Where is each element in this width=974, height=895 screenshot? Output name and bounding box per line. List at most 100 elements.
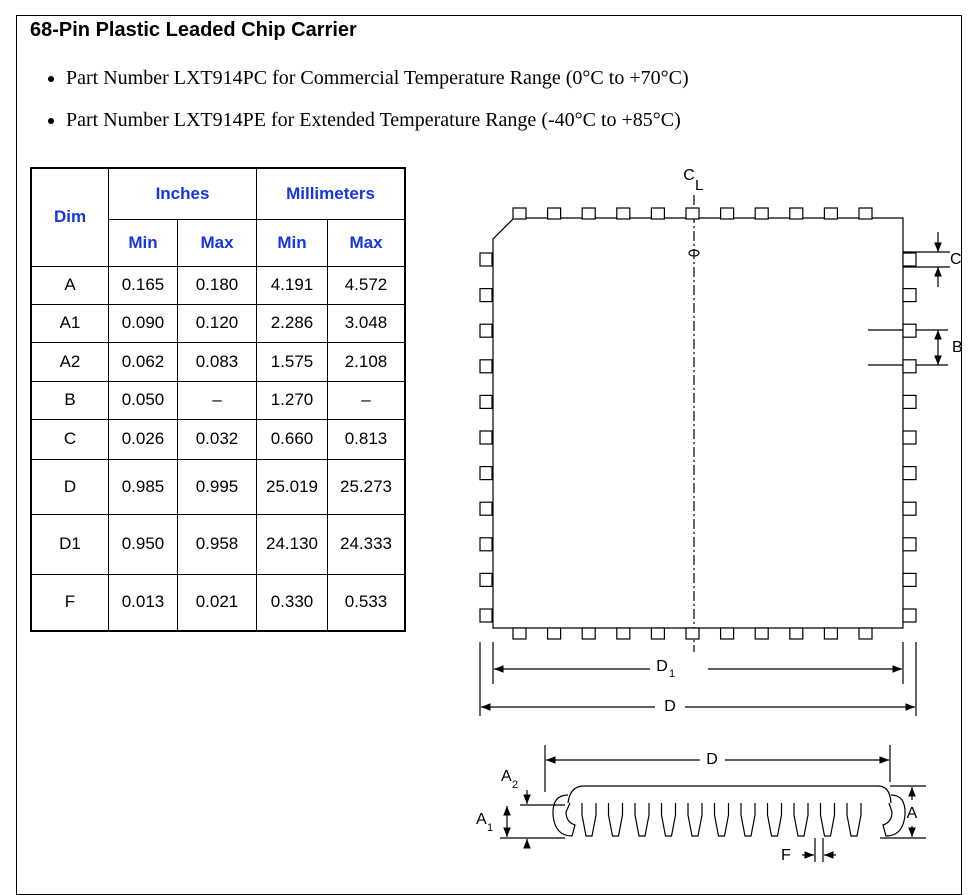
dim-cell: A1 — [30, 303, 109, 343]
value-cell: 0.958 — [177, 513, 257, 575]
table-row: B 0.050–1.270– — [30, 380, 406, 420]
lead — [607, 803, 624, 837]
pin — [479, 608, 493, 623]
pin — [546, 627, 562, 640]
value-cell: 2.286 — [256, 303, 328, 343]
pin — [581, 207, 596, 220]
lead — [634, 803, 650, 837]
pin — [754, 207, 769, 220]
value-cell: 4.191 — [256, 265, 328, 305]
value-cell: 0.062 — [108, 341, 178, 382]
table-row: D1 0.950 0.958 24.130 24.333 — [30, 513, 406, 575]
pin — [754, 627, 769, 640]
dim-label: D — [656, 658, 668, 675]
dim-label: A — [501, 768, 512, 785]
dim-label: C — [683, 167, 695, 184]
pin — [719, 207, 735, 220]
dim-label: C — [950, 251, 962, 268]
pin — [789, 207, 804, 220]
value-cell: 4.572 — [327, 265, 406, 305]
value-cell: 0.660 — [256, 418, 328, 460]
value-cell: 2.108 — [327, 341, 406, 382]
value-cell: 1.575 — [256, 341, 328, 382]
pin — [616, 207, 631, 220]
bullet: Part Number LXT914PE for Extended Temper… — [66, 106, 689, 148]
pin — [512, 627, 527, 640]
dim-label-sub: 1 — [669, 668, 675, 680]
table-row: A2 0.062 0.083 1.575 2.108 — [30, 341, 406, 382]
dim-label: D — [706, 751, 718, 768]
pin — [902, 359, 917, 374]
dim-cell: C — [30, 418, 109, 460]
pin — [479, 394, 493, 409]
value-cell: 24.130 — [256, 513, 328, 575]
value-cell: – — [327, 380, 406, 420]
pin — [858, 207, 873, 220]
dim-cell: B — [30, 380, 109, 420]
table-row: C 0.026 0.032 0.660 0.813 — [30, 418, 406, 460]
pin — [902, 252, 917, 267]
pin — [512, 207, 527, 220]
pin — [902, 501, 917, 516]
pin — [858, 627, 873, 640]
diagram-labels: C L C B D 1 D D A 2 A 1 A F — [476, 167, 963, 864]
dim-cell: D1 — [30, 513, 109, 575]
page: 68-Pin Plastic Leaded Chip Carrier Part … — [0, 0, 974, 876]
pin — [479, 323, 493, 338]
header-cell: Inches — [108, 167, 257, 220]
value-cell: 25.273 — [327, 458, 406, 515]
table-row: F 0.013 0.021 0.330 0.533 — [30, 573, 406, 632]
dim-label-sub: 1 — [487, 822, 493, 834]
lead — [581, 803, 597, 837]
value-cell: 0.021 — [177, 573, 257, 632]
bullet: Part Number LXT914PC for Commercial Temp… — [66, 64, 689, 106]
dim-label-sub: 2 — [512, 779, 518, 791]
pin — [719, 627, 735, 640]
pin — [479, 572, 493, 588]
value-cell: 0.533 — [327, 573, 406, 632]
marker — [688, 249, 700, 257]
pin — [685, 627, 700, 640]
dim-cell: A2 — [30, 341, 109, 382]
pin — [823, 627, 839, 640]
value-cell: – — [177, 380, 257, 420]
dim-label: B — [952, 339, 963, 356]
value-cell: 24.333 — [327, 513, 406, 575]
package-diagram: C L C B D 1 D D A 2 A 1 A F — [476, 167, 963, 864]
lead — [687, 803, 703, 837]
header-cell: Max — [327, 218, 406, 267]
lead — [793, 803, 809, 837]
pin — [902, 608, 917, 623]
value-cell: 0.330 — [256, 573, 328, 632]
value-cell: 0.985 — [108, 458, 178, 515]
dim-cell: F — [30, 573, 109, 632]
dimension-table: Dim Inches Millimeters Min Max Min Max A… — [30, 167, 406, 632]
value-cell: 0.995 — [177, 458, 257, 515]
end-lead — [552, 794, 576, 837]
pin — [685, 207, 700, 220]
pin — [902, 394, 917, 409]
dim-label-sub: L — [695, 177, 703, 194]
value-cell: 0.032 — [177, 418, 257, 460]
dim-label: A — [907, 805, 918, 822]
end-lead — [882, 794, 906, 837]
header-cell: Min — [256, 218, 328, 267]
value-cell: 0.950 — [108, 513, 178, 575]
pin — [479, 501, 493, 516]
pin — [902, 572, 917, 588]
pin — [616, 627, 631, 640]
pin — [479, 466, 493, 481]
title: 68-Pin Plastic Leaded Chip Carrier — [30, 19, 357, 41]
pin — [789, 627, 804, 640]
value-cell: 0.090 — [108, 303, 178, 343]
pin — [546, 207, 562, 220]
pin — [902, 430, 917, 445]
package-body — [492, 217, 904, 629]
lead — [713, 803, 730, 837]
value-cell: 0.120 — [177, 303, 257, 343]
lead — [766, 803, 783, 837]
pin — [902, 537, 917, 552]
lead — [740, 803, 756, 837]
value-cell: 0.165 — [108, 265, 178, 305]
pin — [823, 207, 839, 220]
